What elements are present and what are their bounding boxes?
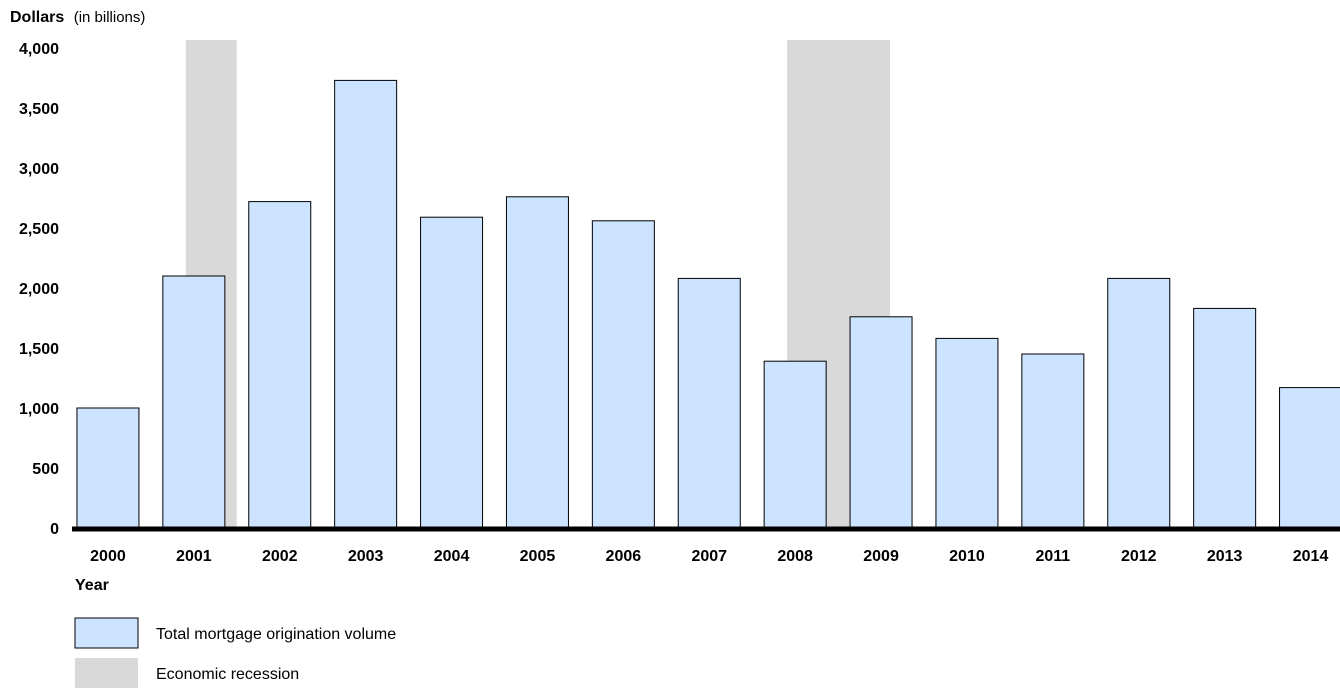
bar-2008 xyxy=(763,360,827,529)
legend: Total mortgage origination volume Econom… xyxy=(74,617,396,688)
bar-2011 xyxy=(1021,353,1085,529)
bar-2006 xyxy=(591,220,655,529)
x-tick-label-2007: 2007 xyxy=(691,548,727,565)
bar-2005 xyxy=(505,196,569,529)
bar-2012 xyxy=(1107,277,1171,529)
x-tick-label-2011: 2011 xyxy=(1035,548,1070,565)
x-tick-label-2013: 2013 xyxy=(1207,548,1243,565)
y-tick-label: 2,000 xyxy=(19,281,59,298)
x-tick-labels: 2000 2001 2002 2003 2004 2005 2006 2007 2008 2009… xyxy=(90,548,1328,565)
x-tick-label-2010: 2010 xyxy=(949,548,985,565)
y-axis-label: Dollars xyxy=(10,9,64,26)
legend-label-bar: Total mortgage origination volume xyxy=(156,626,396,643)
bar-2001 xyxy=(162,275,226,529)
y-tick-label: 0 xyxy=(50,521,59,538)
x-tick-label-2004: 2004 xyxy=(434,548,470,565)
y-tick-label: 3,500 xyxy=(19,101,59,118)
y-tick-label: 2,500 xyxy=(19,221,59,238)
y-tick-label: 1,000 xyxy=(19,401,59,418)
bar-2009 xyxy=(849,316,913,529)
y-tick-labels: 0 500 1,000 1,500 2,000 2,500 3,000 3,500 4,000 xyxy=(19,41,59,538)
x-tick-label-2003: 2003 xyxy=(348,548,384,565)
bar-2014 xyxy=(1279,387,1340,529)
y-tick-label: 1,500 xyxy=(19,341,59,358)
bar-2010 xyxy=(935,337,999,529)
bar-2007 xyxy=(677,277,741,529)
y-axis-unit: (in billions) xyxy=(74,9,146,26)
y-axis-title: Dollars (in billions) xyxy=(10,9,145,26)
legend-swatch-bar xyxy=(74,617,139,649)
bar-2002 xyxy=(248,201,312,529)
bars-layer xyxy=(76,79,1340,529)
x-tick-label-2009: 2009 xyxy=(863,548,899,565)
x-tick-label-2014: 2014 xyxy=(1293,548,1329,565)
x-tick-label-2000: 2000 xyxy=(90,548,126,565)
bar-2013 xyxy=(1193,307,1257,529)
x-tick-label-2002: 2002 xyxy=(262,548,298,565)
x-tick-label-2001: 2001 xyxy=(176,548,212,565)
x-tick-label-2005: 2005 xyxy=(520,548,556,565)
legend-swatch-recession xyxy=(75,658,138,688)
x-tick-label-2006: 2006 xyxy=(606,548,642,565)
bar-2003 xyxy=(334,79,398,529)
bar-2000 xyxy=(76,407,140,529)
bar-2004 xyxy=(420,216,484,529)
legend-label-recession: Economic recession xyxy=(156,666,299,683)
y-tick-label: 3,000 xyxy=(19,161,59,178)
x-tick-label-2012: 2012 xyxy=(1121,548,1157,565)
y-tick-label: 4,000 xyxy=(19,41,59,58)
x-tick-label-2008: 2008 xyxy=(777,548,813,565)
y-tick-label: 500 xyxy=(32,461,59,478)
x-axis-title: Year xyxy=(75,577,109,594)
